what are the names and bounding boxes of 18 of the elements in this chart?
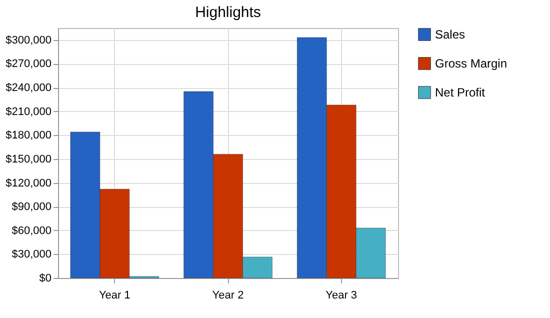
y-tick-label: $270,000 — [6, 58, 52, 70]
chart-title: Highlights — [195, 4, 261, 21]
y-tick-label: $240,000 — [6, 82, 52, 94]
y-tick-label: $120,000 — [6, 177, 52, 190]
x-tick-label: Year 3 — [326, 290, 358, 302]
y-tick-label: $210,000 — [6, 106, 52, 118]
y-tick-label: $90,000 — [12, 201, 52, 214]
legend-label: Gross Margin — [435, 56, 508, 70]
legend-label: Sales — [435, 28, 466, 42]
y-tick-label: $30,000 — [12, 248, 52, 261]
y-tick-label: $0 — [39, 272, 52, 284]
x-tick-label: Year 2 — [212, 290, 244, 302]
y-tick-label: $60,000 — [12, 224, 52, 237]
y-tick-label: $150,000 — [6, 153, 52, 166]
x-tick-label: Year 1 — [98, 290, 130, 302]
y-tick-label: $300,000 — [6, 34, 52, 46]
y-tick-label: $180,000 — [6, 130, 52, 142]
legend-label: Net Profit — [435, 86, 486, 100]
